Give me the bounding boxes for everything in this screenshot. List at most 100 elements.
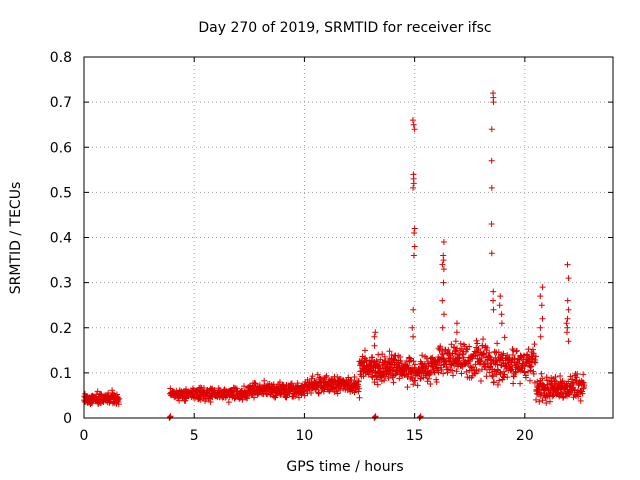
data-point xyxy=(440,279,447,286)
data-point xyxy=(491,378,498,385)
data-point xyxy=(460,354,467,361)
data-point xyxy=(491,368,498,375)
data-point xyxy=(270,381,277,388)
y-tick-label: 0 xyxy=(63,411,72,427)
data-point xyxy=(516,357,523,364)
data-point xyxy=(574,371,581,378)
x-tick-label: 5 xyxy=(190,428,199,444)
data-point xyxy=(397,354,404,361)
data-point xyxy=(412,361,419,368)
data-point xyxy=(409,117,416,124)
y-tick-label: 0.3 xyxy=(50,276,72,292)
data-point xyxy=(116,395,123,402)
chart-title: Day 270 of 2019, SRMTID for receiver ifs… xyxy=(198,20,491,36)
data-point xyxy=(563,320,570,327)
data-point xyxy=(499,357,506,364)
data-point xyxy=(522,360,529,367)
data-point xyxy=(410,184,417,191)
data-point xyxy=(410,121,417,128)
data-point xyxy=(498,311,505,318)
data-point xyxy=(410,180,417,187)
data-point xyxy=(276,379,283,386)
data-point xyxy=(494,381,501,388)
data-point xyxy=(555,382,562,389)
data-point xyxy=(386,366,393,373)
data-point xyxy=(537,324,544,331)
data-point xyxy=(473,337,480,344)
data-point xyxy=(371,333,378,340)
x-tick-label: 10 xyxy=(296,428,314,444)
data-point xyxy=(564,297,571,304)
data-point xyxy=(382,357,389,364)
data-point xyxy=(481,361,488,368)
data-point xyxy=(580,371,587,378)
data-point xyxy=(498,320,505,327)
data-point xyxy=(536,398,543,405)
data-point xyxy=(512,369,519,376)
data-point xyxy=(390,379,397,386)
data-point xyxy=(501,371,508,378)
y-tick-label: 0.1 xyxy=(50,366,72,382)
data-point xyxy=(488,126,495,133)
data-point xyxy=(564,261,571,268)
data-point xyxy=(474,340,481,347)
data-point xyxy=(521,369,528,376)
data-point xyxy=(482,343,489,350)
data-point xyxy=(494,361,501,368)
data-point xyxy=(241,383,248,390)
data-point xyxy=(411,229,418,236)
data-point xyxy=(309,373,316,380)
data-point xyxy=(427,381,434,388)
data-point xyxy=(411,126,418,133)
data-point xyxy=(488,250,495,257)
data-point xyxy=(467,363,474,370)
data-point xyxy=(537,293,544,300)
data-point xyxy=(458,362,465,369)
data-point xyxy=(539,284,546,291)
data-point xyxy=(354,381,361,388)
y-tick-label: 0.6 xyxy=(50,140,72,156)
data-point xyxy=(522,374,529,381)
data-point xyxy=(475,367,482,374)
data-point xyxy=(381,353,388,360)
data-point xyxy=(308,390,315,397)
data-point xyxy=(403,357,410,364)
data-point xyxy=(528,363,535,370)
data-point xyxy=(565,275,572,282)
data-point xyxy=(517,380,524,387)
data-point xyxy=(529,346,536,353)
data-point xyxy=(440,266,447,273)
data-point xyxy=(286,390,293,397)
data-point xyxy=(565,306,572,313)
data-point xyxy=(440,370,447,377)
data-point xyxy=(488,184,495,191)
data-point xyxy=(500,368,507,375)
data-point xyxy=(549,393,556,400)
y-tick-label: 0.2 xyxy=(50,321,72,337)
data-point xyxy=(496,377,503,384)
data-point xyxy=(490,297,497,304)
data-point xyxy=(463,368,470,375)
data-point xyxy=(577,397,584,404)
data-point xyxy=(440,257,447,264)
data-point xyxy=(483,373,490,380)
data-point xyxy=(504,374,511,381)
data-point xyxy=(494,340,501,347)
data-point xyxy=(417,414,424,421)
data-point xyxy=(453,368,460,375)
data-point xyxy=(530,370,537,377)
x-tick-label: 20 xyxy=(516,428,534,444)
data-point xyxy=(115,401,122,408)
data-point xyxy=(428,355,435,362)
data-point xyxy=(557,372,564,379)
data-point xyxy=(369,354,376,361)
data-point xyxy=(388,351,395,358)
data-point xyxy=(433,378,440,385)
y-tick-label: 0.7 xyxy=(50,95,72,111)
data-point xyxy=(496,302,503,309)
data-point xyxy=(351,373,358,380)
data-point xyxy=(539,375,546,382)
data-point xyxy=(565,338,572,345)
data-point xyxy=(484,344,491,351)
data-point xyxy=(252,380,259,387)
